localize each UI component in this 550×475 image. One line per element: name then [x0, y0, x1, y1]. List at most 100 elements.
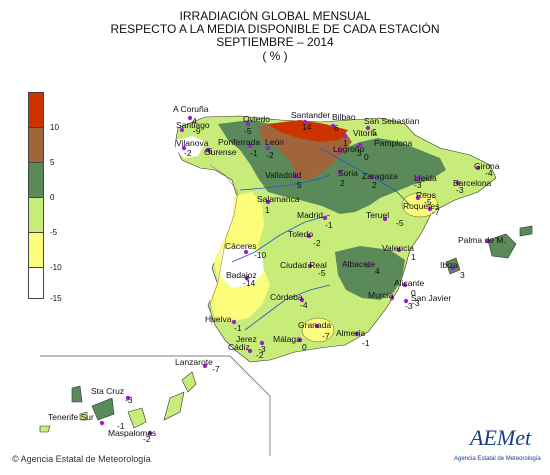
station-marker-cadiz [247, 348, 253, 354]
station-label-malaga: Málaga [273, 334, 301, 344]
station-label-valencia: Valencia [382, 243, 414, 253]
station-value-bilbao: 6 [334, 123, 339, 133]
station-marker-san-sebastian [365, 125, 371, 131]
station-value-valladolid: 5 [297, 180, 302, 190]
legend-swatch-6 [28, 267, 44, 299]
station-value-ponferrada: -1 [250, 148, 258, 158]
logo-text: AEMet [470, 425, 532, 450]
legend-tick-2: 5 [50, 158, 55, 167]
station-value-albacete: 4 [375, 266, 380, 276]
station-marker-caceres [243, 249, 249, 255]
zone-yellow-roquetes [401, 192, 439, 218]
river-guadalquivir [244, 284, 331, 331]
station-marker-barcelona [455, 180, 461, 186]
station-value-vitoria: 1 [343, 138, 348, 148]
station-label-tenerife-sur: Tenerife Sur [48, 412, 94, 422]
station-value-lleida: -3 [414, 180, 422, 190]
station-value-cadiz: -2 [256, 350, 264, 360]
station-label-soria: Soria [338, 168, 358, 178]
station-marker-leon [265, 145, 271, 151]
station-value-ourense: -6 [205, 146, 213, 156]
station-label-teruel: Teruel [366, 210, 389, 220]
station-label-girona: Girona [474, 161, 500, 171]
station-marker-bilbao [330, 123, 336, 129]
station-marker-roquetes [427, 206, 433, 212]
river-ebro [319, 147, 411, 206]
station-label-pamplona: Pamplona [374, 138, 413, 148]
station-value-granada: -7 [322, 331, 330, 341]
logo-subtitle: Agencia Estatal de Meteorología [454, 456, 541, 462]
lanzarote-island [181, 371, 197, 393]
station-marker-soria [337, 169, 343, 175]
station-marker-jerez [259, 340, 265, 346]
station-marker-santander [302, 119, 308, 125]
aemet-logo: AEMet Agencia Estatal de Meteorología [452, 422, 542, 468]
map-title-line2: RESPECTO A LA MEDIA DISPONIBLE DE CADA E… [110, 22, 440, 36]
station-value-santiago: -9 [193, 126, 201, 136]
station-marker-lanzarote [202, 363, 208, 369]
station-marker-a-coruna [187, 115, 193, 121]
legend-tick-1: 10 [50, 123, 59, 132]
station-value-a-coruna: 4 [192, 116, 197, 126]
river-duero [239, 174, 331, 191]
station-label-valladolid: Valladolid [265, 170, 302, 180]
station-label-cadiz: Cádiz [228, 342, 250, 352]
station-marker-pamplona [357, 142, 363, 148]
station-label-toledo: Toledo [288, 229, 313, 239]
station-marker-ciudad-real [307, 263, 313, 269]
station-label-ponferrada: Ponferrada [218, 137, 260, 147]
station-value-maspalomas: -2 [143, 434, 151, 444]
gran-canaria-island [127, 407, 147, 429]
el-hierro-island [39, 425, 51, 433]
station-value-zaragoza: 2 [372, 180, 377, 190]
legend-swatch-5 [28, 232, 44, 267]
station-marker-valladolid [293, 173, 299, 179]
station-value-lanzarote: -7 [212, 364, 220, 374]
station-value-jerez: -3 [258, 344, 266, 354]
station-marker-vilanova [181, 145, 187, 151]
station-label-granada: Granada [298, 320, 331, 330]
zone-yellow-granada [301, 317, 335, 343]
station-label-zaragoza: Zaragoza [362, 171, 398, 181]
station-value-san-javier: -3 [405, 301, 413, 311]
station-marker-ibiza [450, 265, 456, 271]
station-value-barcelona: -3 [456, 185, 464, 195]
station-value-ciudad-real: -5 [318, 268, 326, 278]
station-value-almeria: -1 [362, 338, 370, 348]
station-label-reus: Reus [416, 190, 436, 200]
menorca [519, 225, 533, 237]
map-title-line3: SEPTIEMBRE – 2014 [216, 35, 334, 49]
station-value-pamplona: 3 [357, 148, 362, 158]
fuerteventura-island [163, 391, 185, 421]
station-marker-logrono [337, 148, 343, 154]
station-value-soria: 2 [340, 178, 345, 188]
station-value-ibiza: 3 [460, 270, 465, 280]
station-value-badajoz: -14 [243, 278, 256, 288]
station-value-madrid: -1 [325, 220, 333, 230]
station-marker-san-javier [403, 298, 409, 304]
station-label-roquetes: Roquetes [403, 201, 439, 211]
station-label-badajoz: Badajoz [226, 270, 257, 280]
station-marker-teruel [382, 216, 388, 222]
zone-white-nw [176, 136, 206, 158]
station-marker-salamanca [265, 199, 271, 205]
station-marker-ourense [205, 147, 211, 153]
station-label-san-javier: San Javier [411, 293, 451, 303]
legend-swatch-1 [28, 92, 44, 127]
station-value-girona: -4 [485, 168, 493, 178]
station-marker-albacete [365, 263, 371, 269]
station-marker-ponferrada [247, 143, 253, 149]
station-value-valencia: 1 [411, 252, 416, 262]
legend-swatch-4 [28, 197, 44, 232]
station-label-alicante: Alicante [394, 278, 425, 288]
station-value-alicante: 0 [411, 288, 416, 298]
station-label-santiago: Santiago [176, 120, 210, 130]
mallorca [487, 233, 517, 259]
station-marker-lleida [415, 175, 421, 181]
station-value-murcia: -3 [412, 298, 420, 308]
zone-red-north [268, 120, 348, 142]
map-title-line1: IRRADIACIÓN GLOBAL MENSUAL [179, 9, 371, 23]
station-marker-girona [475, 165, 481, 171]
station-value-logrono: 0 [364, 152, 369, 162]
